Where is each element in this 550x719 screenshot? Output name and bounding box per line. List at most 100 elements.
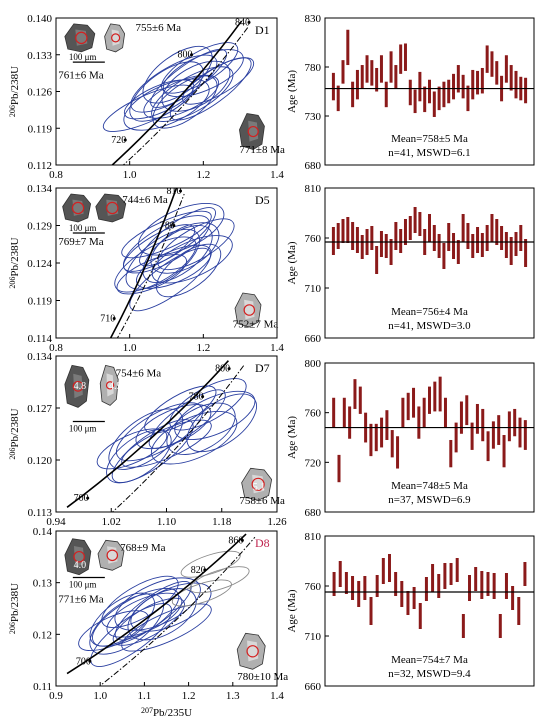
concordia-envelope bbox=[98, 536, 256, 686]
age-panel-d8: Mean=754±7 Ma n=32, MSWD=9.4 660 710 760 810 A… bbox=[286, 531, 535, 693]
concordia-age-label: 700 bbox=[76, 656, 91, 667]
age-tick-label: 760 bbox=[305, 408, 322, 420]
y-tick-label: 0.113 bbox=[28, 507, 53, 519]
error-ellipse bbox=[142, 45, 213, 104]
zircon-grain-image bbox=[239, 113, 265, 150]
error-ellipse bbox=[151, 235, 233, 284]
mean-label: Mean=754±7 Ma bbox=[391, 654, 468, 666]
n-mswd-label: n=32, MSWD=9.4 bbox=[388, 668, 471, 680]
error-ellipse bbox=[108, 408, 184, 470]
analysis-spot-circle bbox=[105, 381, 115, 390]
age-tick-label: 760 bbox=[305, 581, 322, 593]
zircon-grain-image bbox=[104, 23, 126, 53]
concordia-age-dot bbox=[86, 496, 90, 500]
zircon-grain-image bbox=[95, 193, 127, 223]
zircon-grain-image bbox=[97, 539, 125, 571]
zircon-grain-image bbox=[64, 23, 96, 53]
x-tick-label: 1.3 bbox=[226, 690, 240, 702]
zircon-grain-image bbox=[64, 538, 92, 576]
concordia-age-dot bbox=[227, 367, 231, 371]
concordia-age-label: 800 bbox=[178, 50, 193, 61]
concordia-age-dot bbox=[247, 20, 251, 24]
error-ellipse bbox=[166, 402, 236, 455]
x-tick-label: 1.18 bbox=[212, 516, 232, 528]
error-ellipse bbox=[142, 225, 213, 283]
error-ellipse bbox=[186, 393, 257, 453]
age-axis-title: Age (Ma) bbox=[286, 416, 298, 459]
scale-bar-label: 100 μm bbox=[69, 223, 97, 233]
panel-label: D1 bbox=[255, 23, 270, 37]
error-ellipse bbox=[150, 48, 227, 108]
analysis-spot-circle bbox=[75, 31, 88, 45]
concordia-panel-d5: 710 810 780 100 μm 744±6 Ma 769±7 Ma 752±7 Ma D… bbox=[8, 183, 284, 354]
superscript: 207 bbox=[141, 706, 153, 715]
analysis-spot-circle bbox=[243, 304, 256, 316]
y-tick-label: 0.120 bbox=[27, 455, 52, 467]
y-tick-label: 0.129 bbox=[27, 221, 52, 233]
concordia-envelope bbox=[122, 26, 249, 165]
grain-mark-label: 4.9 bbox=[109, 381, 122, 392]
error-ellipse bbox=[130, 582, 212, 632]
concordia-age-label: 800 bbox=[215, 364, 230, 375]
y-axis-title: 206Pb/238U bbox=[8, 408, 21, 459]
concordia-age-label: 780 bbox=[160, 221, 175, 232]
error-ellipse bbox=[138, 203, 225, 256]
plot-frame bbox=[324, 187, 535, 339]
concordia-curve bbox=[111, 20, 243, 165]
y-tick-label: 0.114 bbox=[28, 333, 53, 345]
x-tick-label: 1.4 bbox=[270, 342, 284, 354]
concordia-age-label: 840 bbox=[235, 17, 250, 28]
y-axis-title: 206Pb/238U bbox=[8, 237, 21, 288]
error-ellipse bbox=[151, 66, 234, 122]
mean-label: Mean=758±5 Ma bbox=[391, 133, 468, 145]
x-tick-label: 1.10 bbox=[157, 516, 177, 528]
outlier-ellipse bbox=[171, 579, 232, 607]
spot-age-label: 771±8 Ma bbox=[239, 144, 285, 156]
y-tick-label: 0.126 bbox=[27, 87, 52, 99]
error-ellipse bbox=[125, 228, 200, 290]
error-ellipse bbox=[182, 57, 255, 105]
error-ellipse bbox=[89, 592, 155, 647]
y-tick-label: 0.119 bbox=[28, 123, 53, 135]
zircon-grain-zone bbox=[106, 373, 114, 397]
concordia-age-label: 700 bbox=[74, 493, 89, 504]
error-ellipse bbox=[162, 49, 244, 98]
panel-label: D7 bbox=[255, 361, 270, 375]
error-ellipse bbox=[143, 74, 220, 119]
y-tick-label: 0.133 bbox=[27, 50, 52, 62]
panel-label: D8 bbox=[255, 536, 270, 550]
error-ellipse bbox=[102, 84, 194, 132]
spot-age-label: 754±6 Ma bbox=[116, 367, 162, 379]
age-tick-label: 810 bbox=[305, 531, 322, 543]
plot-area: 700 800 780 bbox=[66, 360, 257, 512]
error-ellipse bbox=[121, 419, 212, 468]
age-tick-label: 780 bbox=[305, 62, 322, 74]
scale-bar-label: 100 μm bbox=[69, 424, 97, 434]
concordia-age-label: 820 bbox=[191, 565, 206, 576]
age-tick-label: 830 bbox=[305, 13, 322, 25]
analysis-spot-circle bbox=[72, 380, 84, 392]
plot-area: 700 860 820 bbox=[66, 533, 256, 686]
zircon-grain-zone bbox=[248, 120, 259, 142]
spot-age-label: 780±10 Ma bbox=[237, 671, 288, 683]
grain-mark-label: 5.1 bbox=[253, 482, 266, 493]
mean-label: Mean=756±4 Ma bbox=[391, 306, 468, 318]
concordia-age-dot bbox=[172, 224, 176, 227]
zircon-grain-image bbox=[236, 632, 266, 670]
error-ellipse bbox=[156, 243, 222, 298]
zircon-grain-zone bbox=[73, 373, 83, 399]
axis-title-text: Pb/238U bbox=[9, 237, 21, 276]
concordia-age-dot bbox=[123, 138, 127, 142]
error-ellipse bbox=[123, 78, 210, 131]
age-axis-title: Age (Ma) bbox=[286, 241, 298, 284]
x-tick-label: 1.4 bbox=[270, 690, 284, 702]
mean-label: Mean=748±5 Ma bbox=[391, 480, 468, 492]
analysis-spot-circle bbox=[106, 201, 119, 215]
x-tick-label: 1.4 bbox=[270, 169, 284, 181]
age-tick-label: 680 bbox=[305, 507, 322, 519]
analysis-spot-circle bbox=[251, 477, 265, 491]
error-ellipse bbox=[101, 575, 179, 628]
error-ellipse bbox=[139, 207, 216, 267]
concordia-panel-d1: 720 840 800 100 μm 755±6 Ma 761±6 Ma 771±8 Ma D… bbox=[8, 13, 285, 181]
error-ellipse bbox=[96, 428, 168, 470]
